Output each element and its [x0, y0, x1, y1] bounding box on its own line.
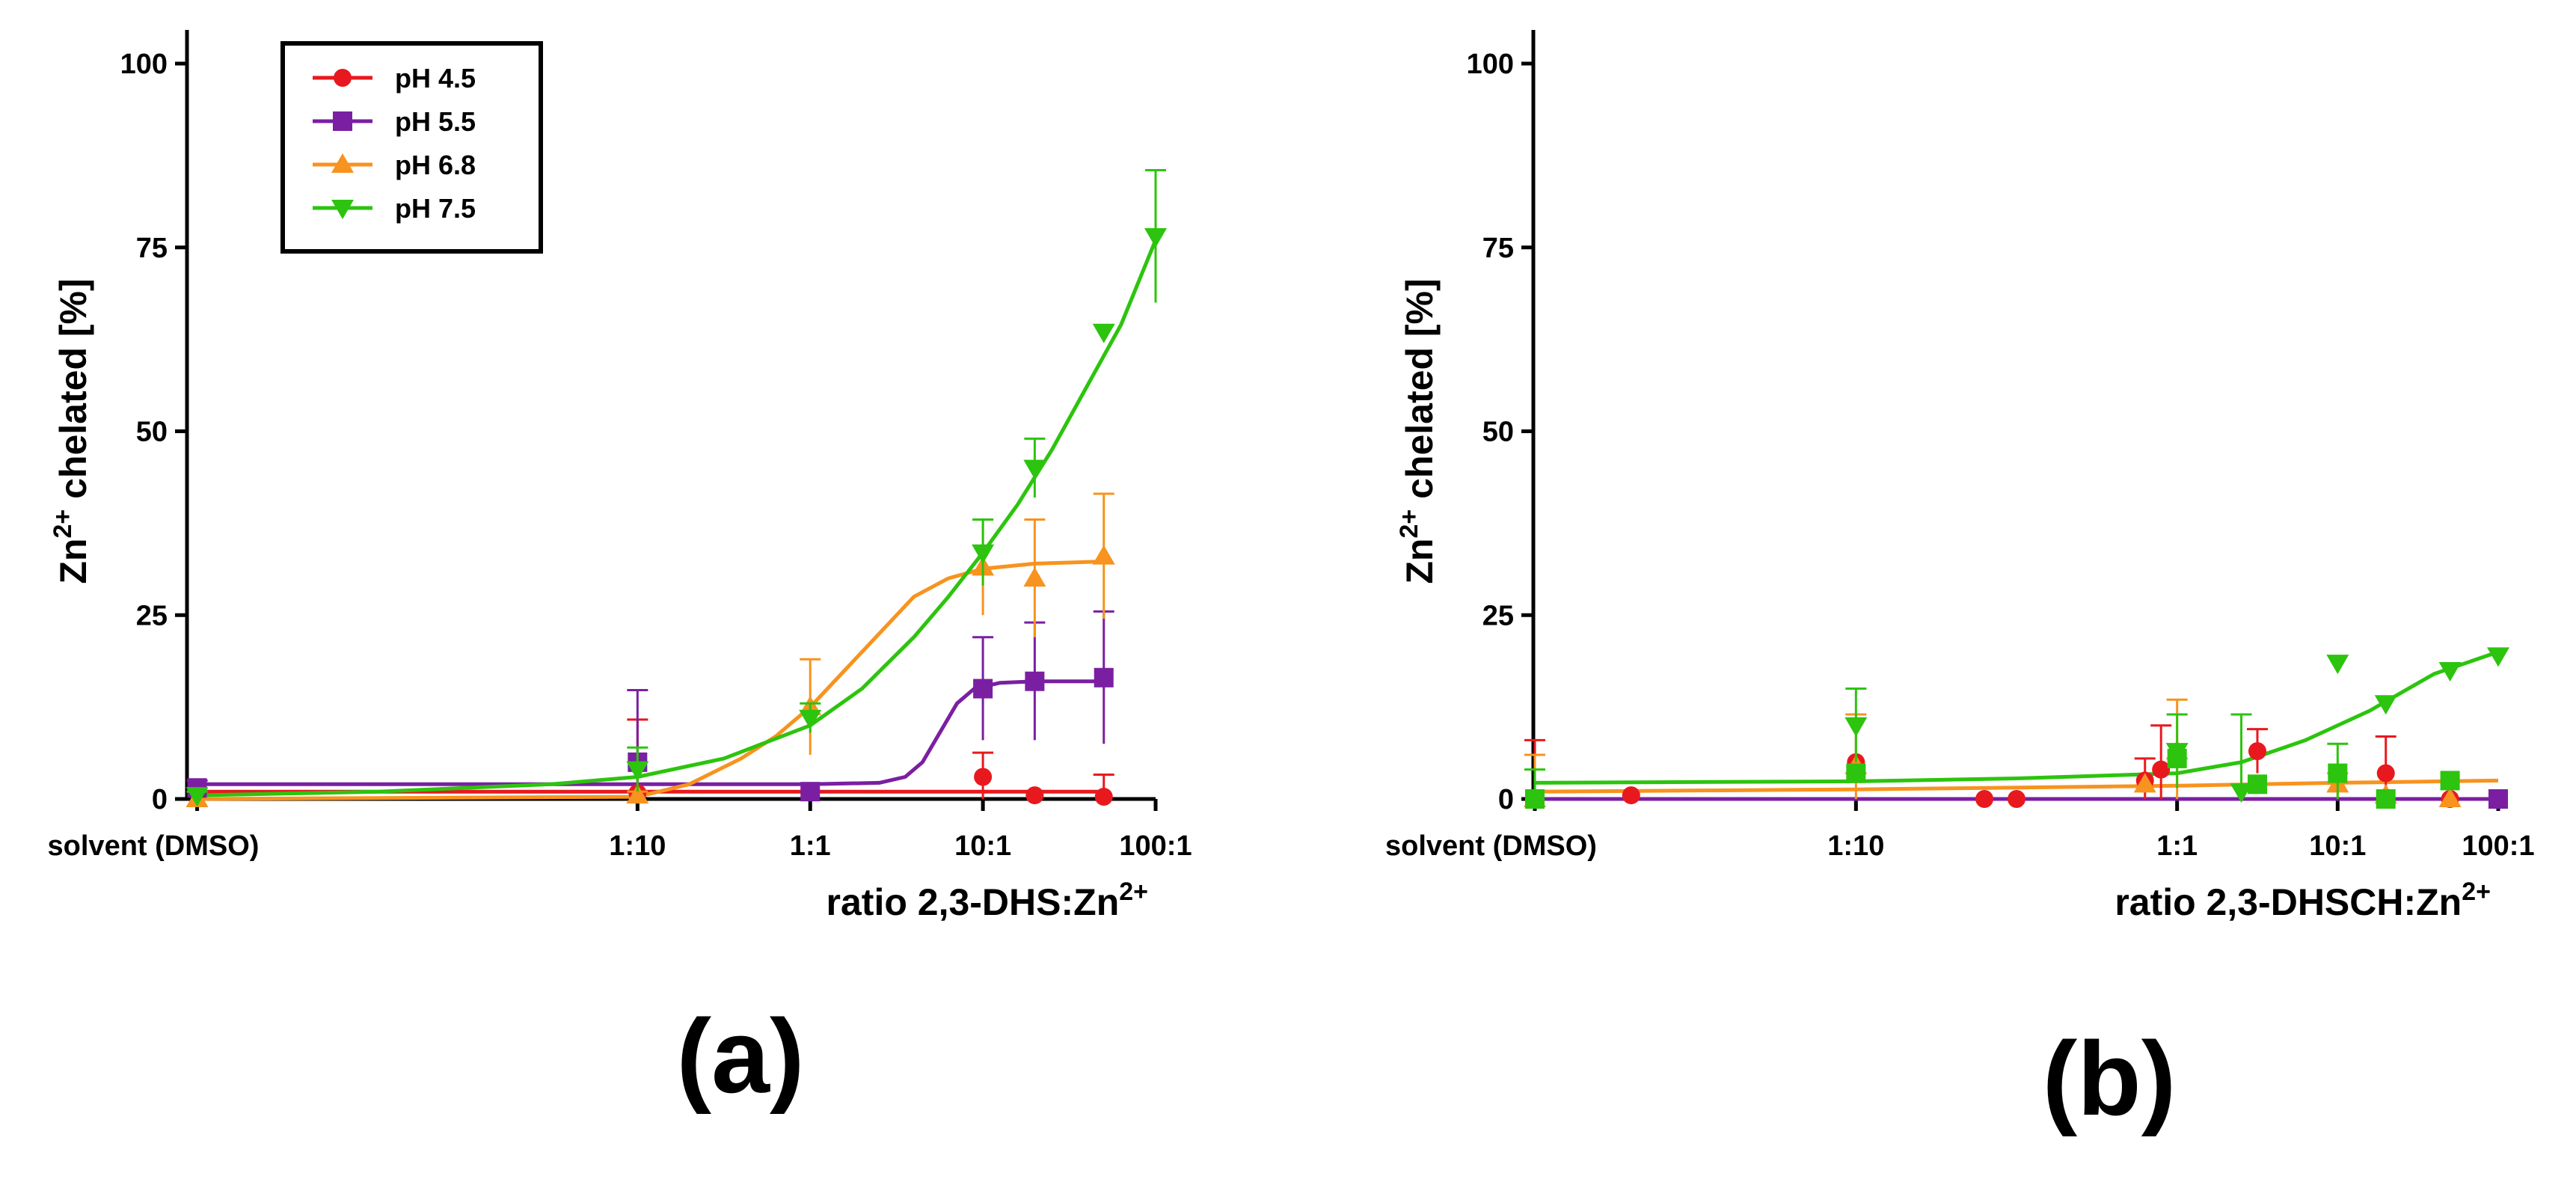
data-point-pH-5-5	[800, 782, 821, 802]
data-point-pH-4-5	[1975, 790, 1994, 808]
data-point-pH-7-5	[2167, 748, 2187, 768]
x-tick-label: 10:1	[2309, 830, 2366, 862]
fit-curve-pH-5-5	[197, 679, 1104, 786]
data-point-pH-7-5	[2374, 695, 2397, 715]
y-tick-label: 0	[152, 784, 168, 815]
x-tick-label: solvent (DMSO)	[48, 830, 260, 862]
data-point-pH-7-5	[2230, 783, 2253, 803]
fit-curve-pH-7-5	[1534, 650, 2499, 785]
chart-panel-b: 0 25 50 75 100 solvent (DMSO) 1:10 1:1 10:1 100:1…	[1385, 30, 2535, 1137]
legend-marker	[333, 111, 352, 131]
legend-label: pH 7.5	[395, 193, 476, 224]
data-point-pH-4-5	[2152, 760, 2171, 779]
data-point-pH-4-5	[1622, 786, 1640, 805]
x-tick-label: 1:1	[790, 830, 831, 862]
data-point-pH-5-5	[1025, 671, 1045, 691]
legend-marker	[331, 200, 354, 219]
x-tick-label: 10:1	[954, 830, 1011, 862]
fit-curve-pH-6-8	[197, 560, 1104, 801]
y-axis-title-rest: chelated [%]	[1399, 278, 1441, 509]
x-tick-label: 1:10	[1827, 830, 1884, 862]
data-point-pH-4-5	[2008, 790, 2025, 808]
legend: pH 4.5 pH 5.5 pH 6.8 pH 7.5	[280, 41, 543, 254]
y-tick-label: 75	[136, 233, 168, 264]
data-point-pH-7-5	[2487, 647, 2509, 667]
x-tick-label: solvent (DMSO)	[1385, 830, 1597, 862]
data-point-pH-7-5	[2440, 771, 2460, 791]
y-tick-label: 50	[136, 417, 168, 448]
data-point-pH-6-8	[2133, 773, 2156, 793]
y-axis-title-rest: chelated [%]	[52, 278, 94, 509]
y-axis-title-base: Zn	[52, 539, 94, 584]
data-point-pH-6-8	[2438, 788, 2462, 807]
fit-curve-pH-7-5	[197, 239, 1158, 797]
legend-label: pH 6.8	[395, 150, 476, 180]
legend-label: pH 4.5	[395, 63, 476, 94]
x-axis-title-sup: 2+	[1119, 878, 1148, 906]
y-axis-title-sup: 2+	[1395, 509, 1423, 539]
data-point-pH-7-5	[1144, 228, 1167, 248]
data-point-pH-6-8	[1023, 567, 1046, 587]
data-point-pH-7-5	[2248, 774, 2267, 794]
data-point-pH-4-5	[1094, 788, 1113, 806]
y-axis-title-sup: 2+	[49, 509, 77, 539]
data-point-pH-5-5	[2488, 789, 2508, 809]
data-point-pH-4-5	[2248, 742, 2266, 761]
data-point-pH-4-5	[2376, 764, 2395, 783]
data-point-pH-7-5	[1092, 323, 1115, 343]
y-tick-label: 25	[136, 600, 168, 631]
data-point-pH-7-5	[972, 544, 995, 564]
data-point-pH-4-5	[1025, 786, 1044, 805]
y-tick-label: 100	[120, 49, 168, 80]
x-axis-title: ratio 2,3-DHSCH:Zn2+	[2115, 878, 2491, 923]
data-point-pH-7-5	[185, 787, 209, 807]
y-axis-title: Zn2+ chelated [%]	[1395, 278, 1441, 584]
y-axis-title: Zn2+ chelated [%]	[49, 278, 94, 584]
panel-label: (a)	[676, 997, 804, 1115]
data-point-pH-7-5	[799, 709, 822, 729]
data-point-pH-6-8	[1092, 545, 1115, 565]
data-point-pH-7-5	[2326, 655, 2349, 675]
data-point-pH-7-5	[1023, 459, 1046, 480]
data-point-pH-6-8	[626, 784, 649, 804]
data-point-pH-7-5	[1846, 763, 1866, 783]
legend-marker	[331, 153, 354, 173]
x-axis-title-base: ratio 2,3-DHSCH:Zn	[2115, 881, 2462, 923]
data-point-pH-7-5	[1525, 789, 1545, 809]
x-axis-title: ratio 2,3-DHS:Zn2+	[827, 878, 1148, 923]
x-axis-title-base: ratio 2,3-DHS:Zn	[827, 881, 1120, 923]
data-point-pH-7-5	[2438, 661, 2462, 682]
x-tick-label: 100:1	[2462, 830, 2534, 862]
panel-label: (b)	[2043, 1020, 2177, 1137]
y-tick-label: 25	[1482, 600, 1514, 631]
data-point-pH-7-5	[626, 761, 649, 781]
y-tick-label: 100	[1467, 49, 1514, 80]
x-tick-label: 1:1	[2156, 830, 2198, 862]
data-point-pH-7-5	[2376, 789, 2396, 809]
legend-label: pH 5.5	[395, 106, 476, 137]
data-point-pH-5-5	[973, 679, 993, 699]
data-point-pH-5-5	[1094, 667, 1114, 688]
y-tick-label: 0	[1498, 784, 1514, 815]
y-tick-label: 50	[1482, 417, 1514, 448]
x-axis-title-sup: 2+	[2462, 878, 2491, 906]
y-tick-label: 75	[1482, 233, 1514, 264]
data-point-pH-7-5	[1844, 717, 1868, 737]
x-tick-label: 1:10	[609, 830, 666, 862]
legend-marker	[334, 69, 352, 87]
x-tick-label: 100:1	[1119, 830, 1192, 862]
y-axis-title-base: Zn	[1399, 539, 1441, 584]
chart-panel-a: 0 25 50 75 100 solvent (DMSO) 1:10 1:1 10:1 100:1…	[48, 30, 1192, 1115]
data-point-pH-4-5	[974, 768, 993, 786]
data-point-pH-7-5	[2328, 763, 2348, 783]
